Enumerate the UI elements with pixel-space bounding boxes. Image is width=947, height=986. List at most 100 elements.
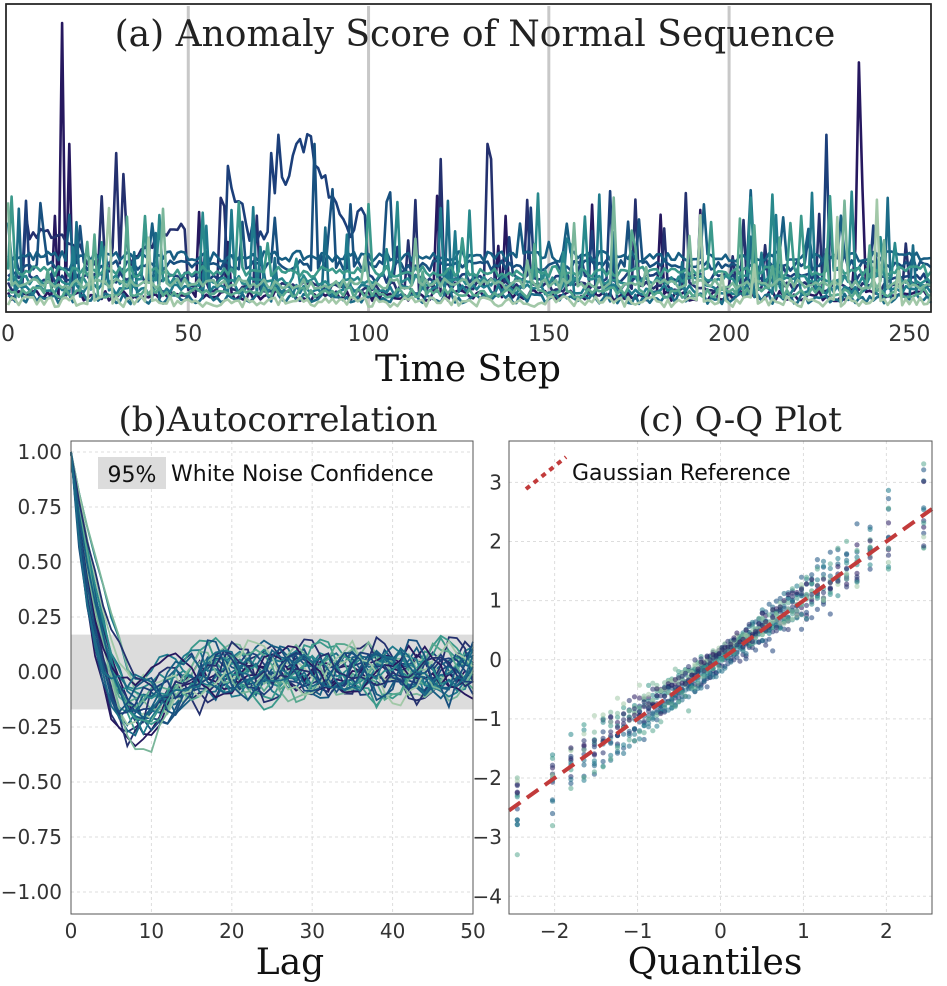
qq-point xyxy=(820,571,827,577)
qq-point xyxy=(770,648,776,654)
qq-point xyxy=(814,577,821,583)
qq-point xyxy=(844,576,850,582)
b-ytick-2: 0.50 xyxy=(17,550,62,574)
qq-point xyxy=(695,669,701,675)
qq-point xyxy=(621,705,627,711)
qq-point xyxy=(719,645,725,651)
b-ytick-6: −0.50 xyxy=(1,770,62,794)
qq-point xyxy=(608,740,614,746)
qq-point xyxy=(641,699,647,705)
qq-point xyxy=(770,618,776,624)
qq-point xyxy=(654,717,660,723)
qq-point xyxy=(921,520,927,526)
qq-point xyxy=(854,583,860,590)
qq-point xyxy=(773,611,780,618)
qq-point xyxy=(636,705,643,711)
b-xtick-30: 30 xyxy=(299,919,324,943)
a-xtick-0: 0 xyxy=(1,322,15,347)
qq-point xyxy=(885,545,892,552)
qq-point xyxy=(600,764,606,770)
qq-point xyxy=(621,750,627,757)
qq-point xyxy=(844,551,850,557)
qq-point xyxy=(581,747,587,753)
qq-point xyxy=(608,709,614,715)
qq-point xyxy=(568,755,574,762)
qq-point xyxy=(689,672,695,678)
qq-point xyxy=(803,609,810,616)
qq-point xyxy=(641,736,647,743)
qq-point xyxy=(835,564,841,570)
panel-c: Gaussian Reference (c) Q-Q Plot −2 −1 0 1 2 … xyxy=(473,400,934,983)
qq-point xyxy=(921,530,927,536)
qq-point xyxy=(641,730,647,736)
qq-point xyxy=(568,780,574,787)
qq-point xyxy=(789,616,796,622)
qq-point xyxy=(568,776,574,782)
qq-point xyxy=(794,612,800,618)
qq-point xyxy=(854,547,860,554)
qq-point xyxy=(781,620,787,627)
qq-point xyxy=(766,636,772,642)
qq-point xyxy=(781,598,787,604)
qq-point xyxy=(798,591,805,597)
qq-point xyxy=(626,728,632,734)
acf-series-29 xyxy=(70,451,474,720)
qq-point xyxy=(743,627,749,633)
qq-point xyxy=(608,733,614,739)
c-ytick-7: −4 xyxy=(473,884,502,908)
qq-point xyxy=(654,712,660,718)
qq-point xyxy=(591,751,598,757)
qq-point xyxy=(781,626,787,632)
qq-point xyxy=(614,714,621,720)
qq-point xyxy=(789,598,796,604)
qq-point xyxy=(646,720,652,726)
qq-point xyxy=(844,584,850,590)
qq-point xyxy=(803,591,810,597)
legend-band-label: White Noise Confidence xyxy=(171,462,434,487)
qq-point xyxy=(731,637,737,643)
qq-point xyxy=(514,778,520,784)
qq-point xyxy=(921,543,927,549)
panel-a-frame-top xyxy=(5,3,932,313)
qq-point xyxy=(600,758,606,765)
qq-point xyxy=(794,595,800,601)
qq-point xyxy=(803,574,810,580)
qq-point xyxy=(827,549,833,555)
qq-point xyxy=(701,668,707,674)
qq-point xyxy=(827,573,833,579)
qq-point xyxy=(854,579,860,585)
qq-point xyxy=(794,608,800,614)
b-ytick-1: 0.75 xyxy=(17,495,62,519)
qq-point xyxy=(921,461,927,467)
qq-point xyxy=(921,534,927,540)
qq-point xyxy=(658,710,664,717)
qq-point xyxy=(798,582,805,588)
qq-point xyxy=(854,554,860,560)
c-xtick-0: −2 xyxy=(540,919,569,943)
panel-b-xticks: 0 10 20 30 40 50 xyxy=(65,919,486,943)
qq-point xyxy=(814,606,821,613)
qq-point xyxy=(614,695,621,701)
qq-point xyxy=(743,651,749,657)
qq-point xyxy=(809,572,815,578)
c-ytick-2: 1 xyxy=(489,589,502,613)
c-ytick-0: 3 xyxy=(489,470,502,494)
c-ytick-5: −2 xyxy=(473,766,502,790)
qq-point xyxy=(626,708,632,714)
qq-point xyxy=(781,590,787,597)
c-xtick-3: 1 xyxy=(797,919,810,943)
acf-series-30 xyxy=(70,451,474,698)
qq-point xyxy=(794,583,800,589)
qq-point xyxy=(698,656,704,662)
qq-point xyxy=(600,719,606,725)
qq-point xyxy=(743,632,749,638)
panel-b-title: (b)Autocorrelation xyxy=(118,400,437,440)
qq-point xyxy=(650,714,656,721)
qq-point xyxy=(777,620,783,626)
qq-point xyxy=(734,630,740,636)
qq-point xyxy=(770,614,776,621)
qq-point xyxy=(614,745,621,751)
qq-point xyxy=(636,709,643,715)
a-xtick-50: 50 xyxy=(174,322,202,347)
panel-b: 95% White Noise Confidence (b)Autocorrel… xyxy=(1,400,486,983)
